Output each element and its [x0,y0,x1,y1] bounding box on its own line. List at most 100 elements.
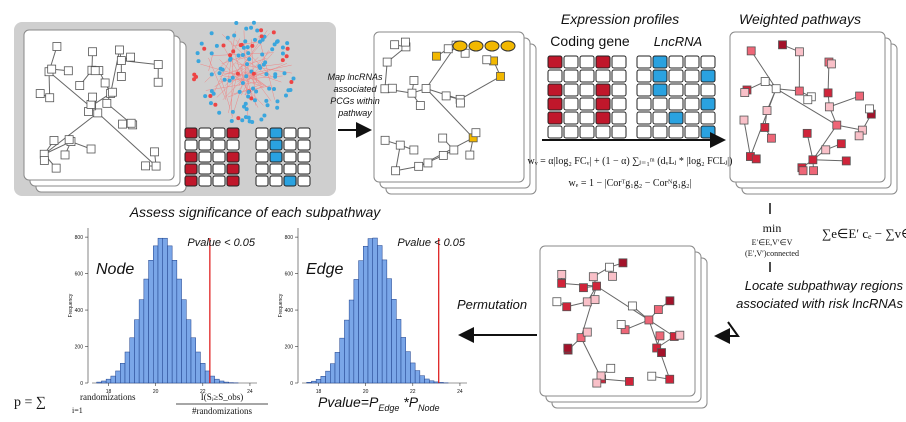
hairball-node [241,81,245,85]
hist-bar [406,352,411,383]
expression-cell [185,176,197,186]
pvalue-formula: Pvalue=PEdge *PNode [318,394,440,413]
expression-cell [564,112,578,124]
expression-cell [227,128,239,138]
node [763,107,771,115]
expression-cell [612,98,626,110]
objective-sum: ∑e∈E′ cₑ − ∑v∈V′ bᵥ [822,226,906,241]
node [625,377,633,385]
expression-cell [653,98,667,110]
node [101,79,109,87]
hist-bar [429,381,434,383]
hairball-node [245,62,249,66]
formula-we: wₑ = 1 − |Corᵀg₁g₂ − Corᴺg₁g₂| [569,178,692,189]
hist-bar [106,379,111,383]
expression-cell [701,70,715,82]
hairball-node [248,119,252,123]
hairball-node [210,51,214,55]
hairball-node [253,38,257,42]
hist-label: Edge [306,261,343,278]
node [619,259,627,267]
expression-cell [669,70,683,82]
expression-cell [653,112,667,124]
hist-bar [120,363,125,383]
node [127,119,135,127]
expression-cell [227,164,239,174]
map-label: pathway [337,108,372,118]
node [656,332,664,340]
hairball-node [223,78,227,82]
node [154,61,162,69]
lncrna-node [485,41,499,51]
hairball-node [244,74,248,78]
threshold-label: Pvalue < 0.05 [397,237,465,249]
hist-bar [363,246,368,383]
hairball-node [270,47,274,51]
expression-cell [637,98,651,110]
pvalue-sub: Edge [378,403,399,413]
node [416,101,424,109]
expression-cell [298,152,310,162]
node [607,364,615,372]
y-tick-label: 0 [80,381,83,387]
node [833,121,841,129]
expression-cell [580,84,594,96]
expression-cell [564,70,578,82]
node [472,129,480,137]
hairball-node [217,111,221,115]
expression-cell [298,128,310,138]
hairball-node [194,75,198,79]
expression-cell [612,126,626,138]
hist-bar [200,363,205,383]
expression-cell [612,84,626,96]
node [497,72,505,80]
expression-cell [548,98,562,110]
hist-bar [149,260,154,383]
node [410,146,418,154]
node [439,134,447,142]
node [799,167,807,175]
hist-bar [144,279,149,383]
figure: 182022240200400600800FrequencyNodePvalue… [0,0,906,417]
hist-bar [158,238,163,383]
map-label: Map lncRNAs [327,72,383,82]
node [150,148,158,156]
expression-cell [213,128,225,138]
hist-bar [396,319,401,383]
expression-cell [580,98,594,110]
node [822,146,830,154]
node [108,88,116,96]
expression-cell [199,164,211,174]
expression-cell [270,128,282,138]
hist-bar [205,371,210,383]
node [666,297,674,305]
expression-cell [685,126,699,138]
hairball-node [200,42,204,46]
y-tick-label: 400 [285,308,294,314]
expression-cell [213,164,225,174]
expression-cell [701,56,715,68]
hist-bar [382,260,387,383]
node [40,156,48,164]
node [401,38,409,46]
pvalue-part: *P [399,394,418,410]
expression-cell [256,152,268,162]
node [553,298,561,306]
expression-cell [548,112,562,124]
expression-cell [701,84,715,96]
node [64,67,72,75]
hairball-node [282,71,286,75]
hist-bar [425,379,430,383]
hist-bar [349,300,354,383]
hairball-node [230,119,234,123]
node [842,157,850,165]
node [837,140,845,148]
node [827,60,835,68]
y-tick-label: 0 [290,381,293,387]
expression-cell [685,112,699,124]
hairball-node [264,99,268,103]
node [61,151,69,159]
hairball-node [234,21,238,25]
expression-cell [685,56,699,68]
expression-cell [564,84,578,96]
